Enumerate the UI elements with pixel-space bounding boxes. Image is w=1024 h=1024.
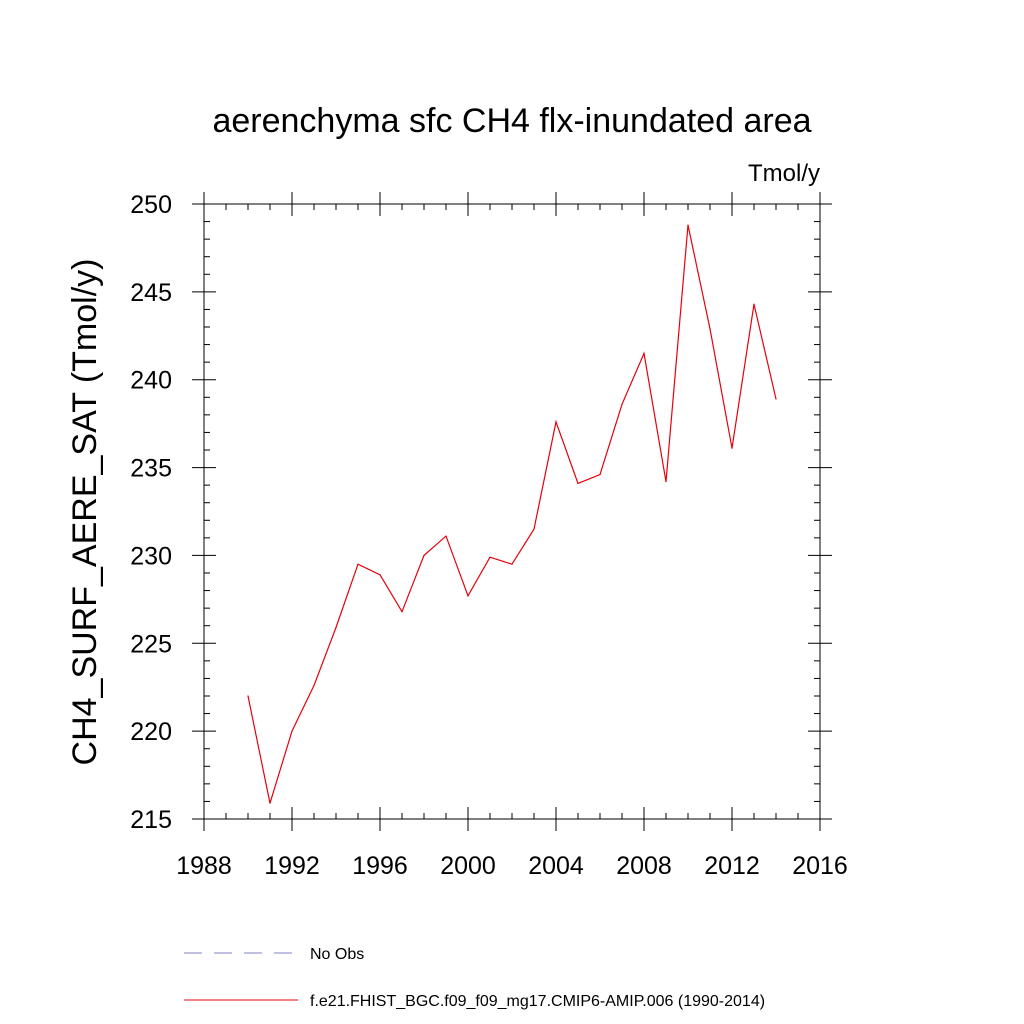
data-point <box>709 328 711 330</box>
data-point <box>555 421 557 423</box>
data-point <box>621 403 623 405</box>
y-axis-tick-labels: 215 220 225 230 235 240 245 250 <box>130 191 172 834</box>
x-tick-label: 2012 <box>704 852 760 880</box>
data-point <box>467 595 469 597</box>
y-tick-label: 230 <box>130 542 172 570</box>
y-tick-label: 235 <box>130 455 172 483</box>
y-tick-label: 215 <box>130 806 172 834</box>
data-point <box>401 611 403 613</box>
data-point <box>247 695 249 697</box>
data-point <box>423 554 425 557</box>
series-layer <box>247 224 777 804</box>
data-point <box>533 528 535 530</box>
units-label: Tmol/y <box>748 160 820 187</box>
data-point <box>599 474 601 476</box>
x-tick-label: 2004 <box>528 852 584 880</box>
data-point <box>731 447 733 449</box>
y-tick-label: 245 <box>130 279 172 307</box>
data-point <box>687 224 689 226</box>
data-point <box>379 574 381 576</box>
y-tick-label: 225 <box>130 630 172 658</box>
x-tick-label: 2016 <box>792 852 848 880</box>
legend-label-0: No Obs <box>310 946 364 963</box>
x-tick-label: 2008 <box>616 852 672 880</box>
y-tick-label: 240 <box>130 367 172 395</box>
y-axis-label: CH4_SURF_AERE_SAT (Tmol/y) <box>66 259 104 766</box>
data-point <box>357 563 359 565</box>
chart-title: aerenchyma sfc CH4 flx-inundated area <box>212 102 811 140</box>
data-point <box>643 352 645 354</box>
data-point <box>313 684 315 687</box>
x-tick-label: 1992 <box>264 852 320 880</box>
x-tick-label: 1996 <box>352 852 408 880</box>
data-point <box>775 398 777 400</box>
legend-label-1: f.e21.FHIST_BGC.f09_f09_mg17.CMIP6-AMIP.… <box>310 993 765 1010</box>
data-point <box>577 482 579 484</box>
x-axis-tick-labels: 1988 1992 1996 2000 2004 2008 2012 2016 <box>176 852 848 880</box>
legend: No Obs f.e21.FHIST_BGC.f09_f09_mg17.CMIP6… <box>184 946 765 1010</box>
x-tick-label: 1988 <box>176 852 232 880</box>
y-tick-label: 250 <box>130 191 172 219</box>
data-point <box>335 626 337 629</box>
data-point <box>753 303 755 305</box>
data-point <box>291 730 293 732</box>
data-point <box>489 556 491 558</box>
data-point <box>511 563 513 565</box>
data-point <box>665 481 667 483</box>
plot-frame <box>203 203 821 820</box>
y-tick-label: 220 <box>130 718 172 746</box>
data-point <box>269 802 271 804</box>
x-tick-label: 2000 <box>440 852 496 880</box>
data-point <box>445 535 447 537</box>
